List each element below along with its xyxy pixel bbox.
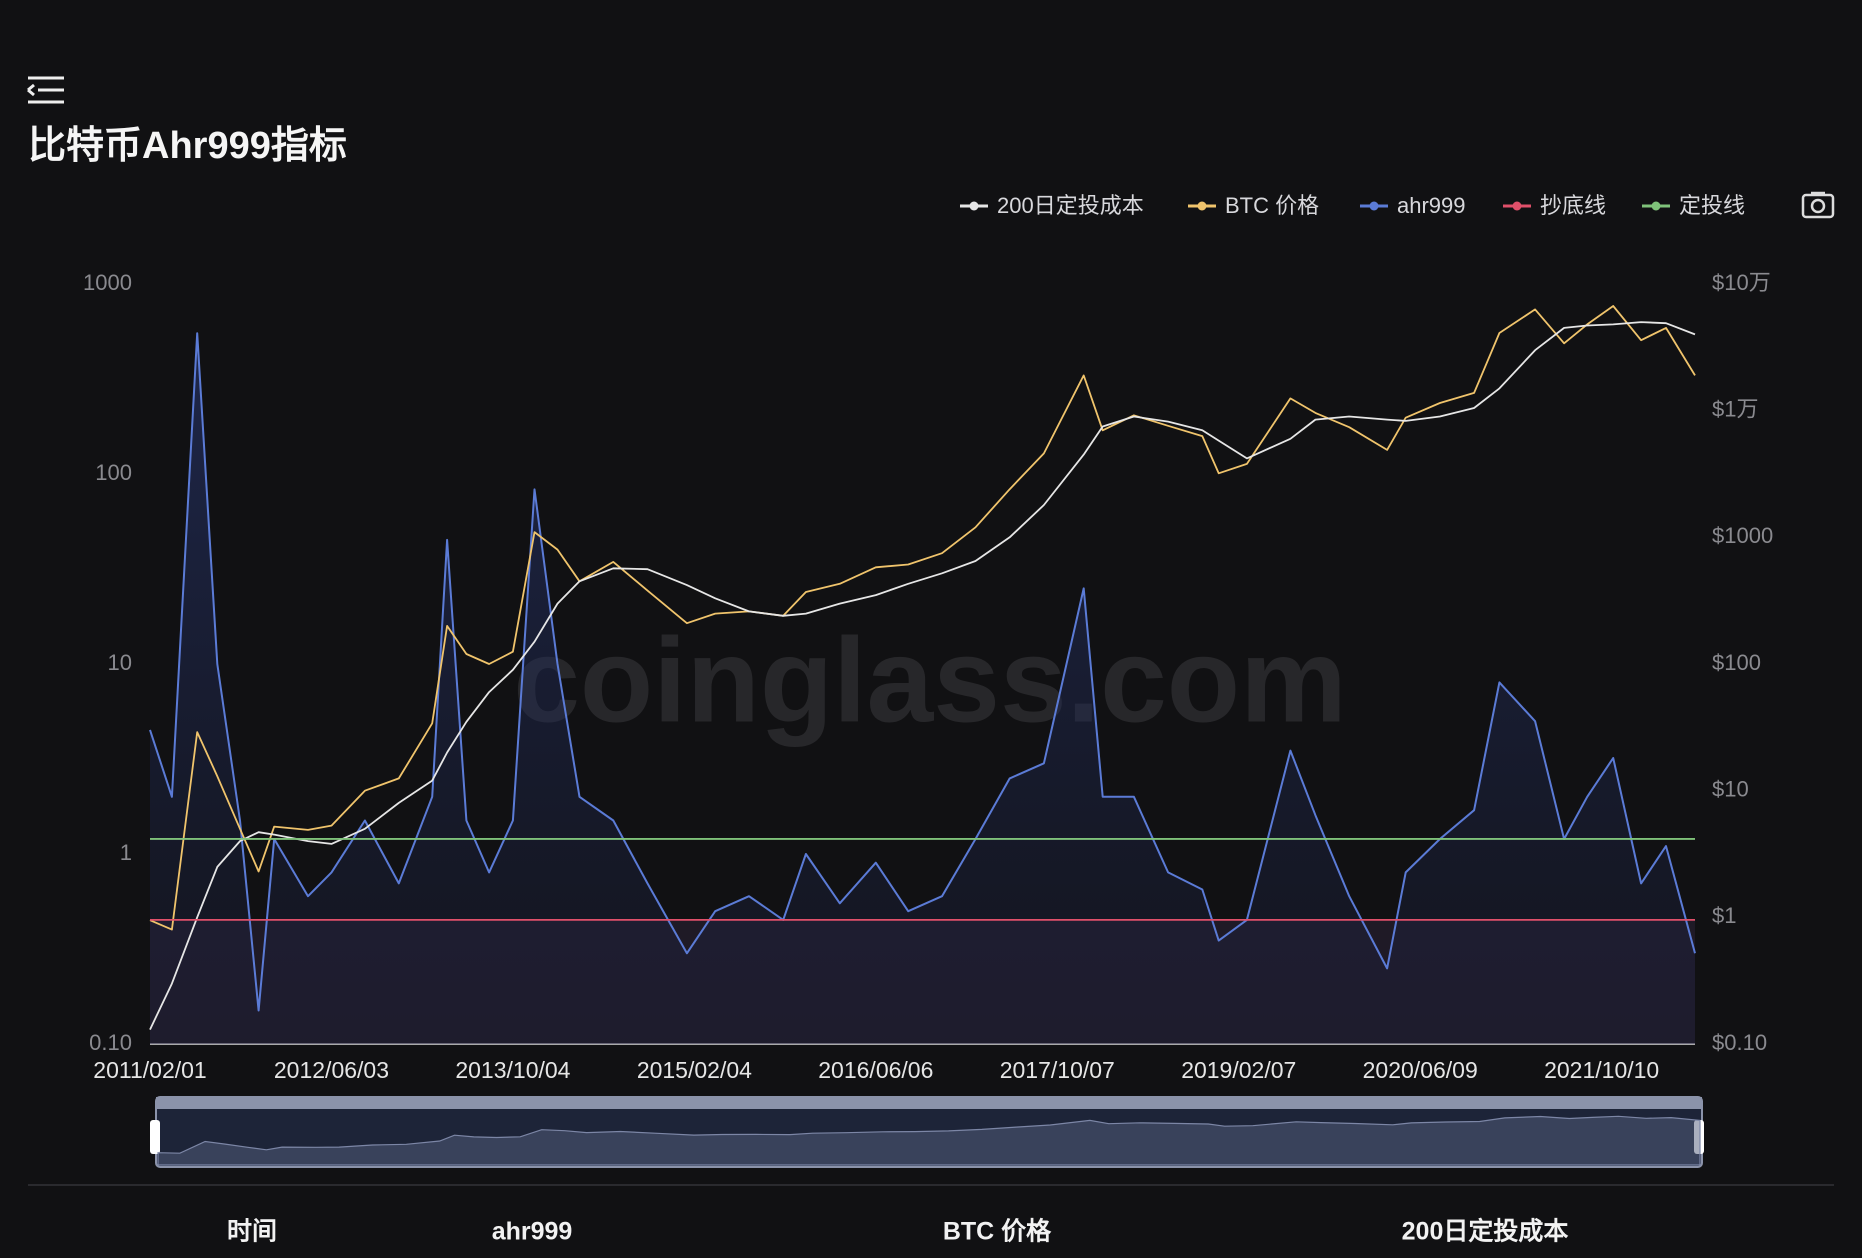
x-tick-label: 2019/02/07	[1181, 1057, 1296, 1083]
watermark: coinglass.com	[513, 614, 1347, 748]
y2-tick-label: $1万	[1712, 396, 1758, 421]
x-tick-label: 2011/02/01	[93, 1057, 206, 1083]
y2-tick-label: $1	[1712, 903, 1736, 928]
legend-item[interactable]: ahr999	[1360, 193, 1466, 218]
table-header: BTC 价格	[943, 1217, 1052, 1246]
y2-tick-label: $10	[1712, 776, 1749, 801]
x-tick-label: 2017/10/07	[1000, 1057, 1115, 1083]
menu-icon[interactable]	[27, 76, 64, 104]
table-header: 200日定投成本	[1402, 1217, 1569, 1246]
legend-item[interactable]: 200日定投成本	[960, 193, 1144, 218]
y2-tick-label: $1000	[1712, 523, 1773, 548]
slider-preview	[157, 1115, 1701, 1166]
title: 比特币Ahr999指标	[28, 125, 347, 167]
camera-icon[interactable]	[1801, 191, 1835, 219]
y2-tick-label: $100	[1712, 650, 1761, 675]
legend-swatch-dot	[969, 201, 979, 211]
x-tick-label: 2021/10/10	[1544, 1057, 1659, 1083]
legend-label: BTC 价格	[1225, 193, 1319, 218]
legend-item[interactable]: BTC 价格	[1188, 193, 1319, 218]
legend-label: 200日定投成本	[997, 193, 1144, 218]
legend-swatch-dot	[1369, 201, 1379, 211]
series-line	[149, 321, 1696, 1030]
series-line	[149, 305, 1696, 931]
y-tick-label: 100	[95, 460, 132, 485]
ahr-area	[150, 333, 1695, 1044]
legend-swatch-dot	[1512, 201, 1522, 211]
x-tick-label: 2016/06/06	[818, 1057, 933, 1083]
y2-tick-label: $10万	[1712, 270, 1771, 295]
legend-label: 定投线	[1679, 193, 1745, 218]
x-tick-label: 2020/06/09	[1363, 1057, 1478, 1083]
legend-label: 抄底线	[1540, 193, 1606, 218]
table-header: ahr999	[492, 1218, 573, 1246]
x-tick-label: 2013/10/04	[455, 1057, 570, 1083]
legend-item[interactable]: 定投线	[1642, 193, 1745, 218]
y-tick-label: 10	[108, 650, 132, 675]
x-tick-label: 2015/02/04	[637, 1057, 752, 1083]
y-tick-label: 0.10	[89, 1030, 132, 1055]
legend-swatch-dot	[1651, 201, 1661, 211]
y-tick-label: 1000	[83, 270, 132, 295]
legend-swatch-dot	[1197, 201, 1207, 211]
table-header: 时间	[227, 1218, 277, 1246]
legend-item[interactable]: 抄底线	[1503, 193, 1606, 218]
x-tick-label: 2012/06/03	[274, 1057, 389, 1083]
legend-label: ahr999	[1397, 193, 1466, 218]
y-tick-label: 1	[120, 840, 132, 865]
y2-tick-label: $0.10	[1712, 1030, 1767, 1055]
